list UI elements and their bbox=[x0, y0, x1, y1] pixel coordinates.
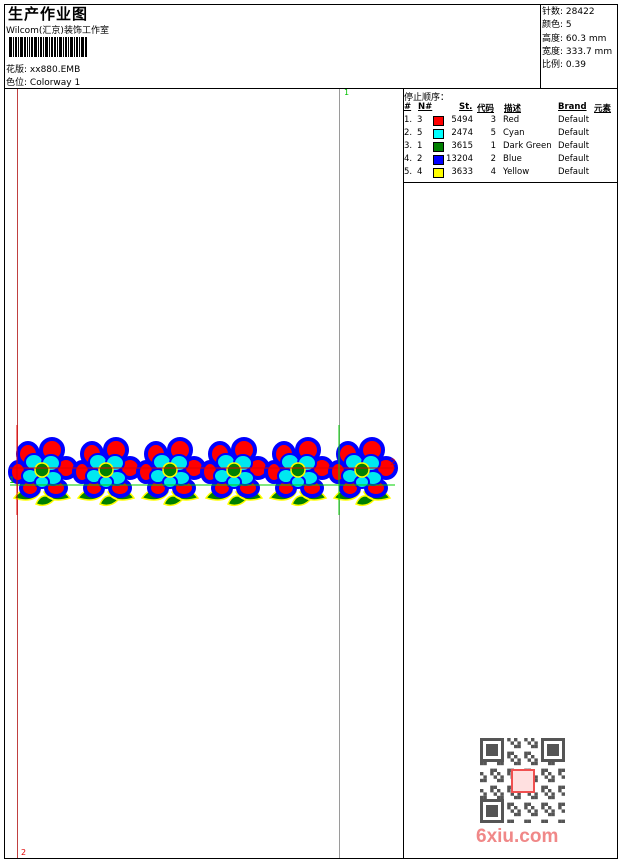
col-code: 代码 bbox=[477, 104, 495, 114]
row-desc: Cyan bbox=[503, 128, 525, 138]
col-elements: 元素 bbox=[594, 104, 612, 114]
embroidery-design bbox=[8, 425, 398, 515]
table-row: 1. 3 5494 3 Red Default bbox=[404, 115, 618, 128]
page-title: 生产作业图 bbox=[8, 5, 89, 23]
row-desc: Dark Green bbox=[503, 141, 552, 151]
row-needle: 2 bbox=[417, 154, 423, 164]
color-swatch bbox=[433, 168, 444, 178]
table-row: 3. 1 3615 1 Dark Green Default bbox=[404, 141, 618, 154]
color-swatch bbox=[433, 116, 444, 126]
row-needle: 5 bbox=[417, 128, 423, 138]
frame-bottom bbox=[4, 858, 618, 859]
col-stitches: St. bbox=[459, 102, 473, 112]
color-swatch bbox=[433, 142, 444, 152]
row-needle: 4 bbox=[417, 167, 423, 177]
header-divider bbox=[4, 88, 618, 89]
color-swatch bbox=[433, 129, 444, 139]
design-file: 花版: xx880.EMB bbox=[6, 62, 80, 75]
flower-motif bbox=[72, 437, 142, 508]
colorway: 色位: Colorway 1 bbox=[6, 75, 80, 88]
barcode bbox=[9, 37, 121, 57]
height-label: 高度: bbox=[542, 33, 564, 44]
row-code: 4 bbox=[490, 167, 496, 177]
design-label: 花版: bbox=[6, 65, 28, 75]
width-label: 宽度: bbox=[542, 46, 564, 57]
colorway-value: Colorway 1 bbox=[29, 78, 81, 88]
width-value: 333.7 mm bbox=[565, 46, 613, 57]
row-brand: Default bbox=[558, 167, 590, 177]
row-stitches: 13204 bbox=[446, 154, 474, 164]
row-code: 1 bbox=[490, 141, 496, 151]
color-swatch bbox=[433, 155, 444, 165]
table-divider bbox=[403, 182, 618, 183]
frame-right bbox=[617, 4, 618, 859]
marker-bottom: 2 bbox=[21, 848, 27, 857]
colors-label: 颜色: bbox=[542, 20, 564, 31]
row-brand: Default bbox=[558, 154, 590, 164]
flower-motif bbox=[328, 437, 398, 508]
scale-value: 0.39 bbox=[565, 60, 586, 71]
table-row: 4. 2 13204 2 Blue Default bbox=[404, 154, 618, 167]
sidebar-divider bbox=[403, 88, 404, 859]
row-index: 4. bbox=[404, 154, 413, 164]
table-header: # N# St. 代码 描述 Brand 元素 bbox=[404, 102, 618, 115]
flower-motif bbox=[136, 437, 206, 508]
frame-top bbox=[4, 4, 618, 5]
colorway-label: 色位: bbox=[6, 78, 28, 88]
stitches-value: 28422 bbox=[565, 7, 595, 17]
flower-motif bbox=[264, 437, 334, 508]
row-stitches: 3615 bbox=[451, 141, 473, 151]
stitches-label: 针数: bbox=[542, 7, 564, 17]
watermark-logo: 6xiu.com bbox=[476, 826, 559, 847]
table-row: 5. 4 3633 4 Yellow Default bbox=[404, 167, 618, 180]
design-value: xx880.EMB bbox=[29, 65, 81, 75]
row-code: 2 bbox=[490, 154, 496, 164]
row-index: 2. bbox=[404, 128, 413, 138]
col-index: # bbox=[404, 102, 412, 112]
row-index: 3. bbox=[404, 141, 413, 151]
company-name: Wilcom(汇京)装饰工作室 bbox=[6, 26, 109, 36]
row-desc: Blue bbox=[503, 154, 522, 164]
row-brand: Default bbox=[558, 115, 590, 125]
flower-motif bbox=[200, 437, 270, 508]
qr-code bbox=[480, 738, 565, 823]
row-desc: Yellow bbox=[503, 167, 530, 177]
colors-value: 5 bbox=[565, 20, 572, 31]
row-stitches: 3633 bbox=[451, 167, 473, 177]
row-code: 5 bbox=[490, 128, 496, 138]
scale-label: 比例: bbox=[542, 60, 564, 71]
row-index: 5. bbox=[404, 167, 413, 177]
row-index: 1. bbox=[404, 115, 413, 125]
height-value: 60.3 mm bbox=[565, 33, 607, 44]
marker-top: 1 bbox=[344, 88, 350, 97]
marker-right: 2 bbox=[390, 458, 396, 468]
row-stitches: 5494 bbox=[451, 115, 473, 125]
stop-sequence-title: 停止顺序： bbox=[404, 93, 450, 103]
table-row: 2. 5 2474 5 Cyan Default bbox=[404, 128, 618, 141]
col-needle: N# bbox=[418, 102, 433, 112]
row-needle: 3 bbox=[417, 115, 423, 125]
col-desc: 描述 bbox=[504, 104, 522, 114]
info-box: 针数: 28422 颜色: 5 高度: 60.3 mm 宽度: 333.7 mm… bbox=[542, 6, 612, 72]
row-code: 3 bbox=[490, 115, 496, 125]
marker-left: 1 bbox=[9, 476, 15, 486]
frame-left bbox=[4, 4, 5, 859]
row-brand: Default bbox=[558, 128, 590, 138]
row-needle: 1 bbox=[417, 141, 423, 151]
row-brand: Default bbox=[558, 141, 590, 151]
col-brand: Brand bbox=[558, 102, 587, 112]
row-stitches: 2474 bbox=[451, 128, 473, 138]
info-box-divider bbox=[540, 4, 541, 89]
seal-stamp bbox=[511, 769, 535, 793]
row-desc: Red bbox=[503, 115, 520, 125]
flower-motif bbox=[8, 437, 78, 508]
